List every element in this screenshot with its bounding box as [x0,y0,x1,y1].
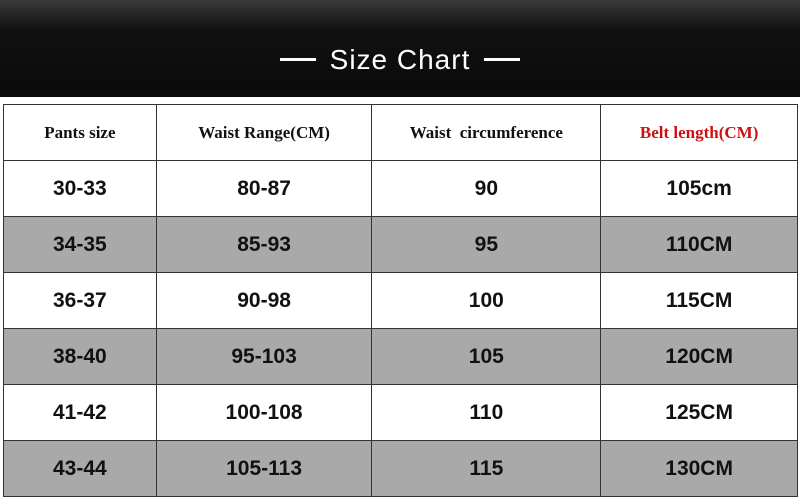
table-row: 30-33 80-87 90 105cm [3,160,798,217]
title-dash-right [484,58,521,61]
table-cell: 125CM [600,384,798,441]
table-cell: 110CM [600,216,798,273]
table-cell: 115 [371,440,602,497]
table-cell: 90 [371,160,602,217]
table-header-row: Pants size Waist Range(CM) Waist circumf… [3,104,798,161]
column-header: Belt length(CM) [600,104,798,161]
table-cell: 34-35 [3,216,157,273]
table-cell: 41-42 [3,384,157,441]
table-cell: 38-40 [3,328,157,385]
column-header: Waist Range(CM) [155,104,373,161]
size-chart-table: Pants size Waist Range(CM) Waist circumf… [3,104,798,497]
table-cell: 95 [371,216,602,273]
table-cell: 120CM [600,328,798,385]
table-cell: 130CM [600,440,798,497]
table-cell: 43-44 [3,440,157,497]
table-row: 43-44 105-113 115 130CM [3,440,798,497]
column-header: Pants size [3,104,157,161]
table-row: 38-40 95-103 105 120CM [3,328,798,385]
header-banner: Size Chart [0,0,800,97]
table-cell: 95-103 [155,328,373,385]
table-cell: 100-108 [155,384,373,441]
table-cell: 105cm [600,160,798,217]
column-header: Waist circumference [371,104,602,161]
table-cell: 105-113 [155,440,373,497]
page-title: Size Chart [329,43,471,75]
table-cell: 105 [371,328,602,385]
table-row: 34-35 85-93 95 110CM [3,216,798,273]
table-cell: 100 [371,272,602,329]
table-cell: 85-93 [155,216,373,273]
table-cell: 80-87 [155,160,373,217]
table-cell: 115CM [600,272,798,329]
table-row: 36-37 90-98 100 115CM [3,272,798,329]
table-cell: 90-98 [155,272,373,329]
title-dash-left [279,58,316,61]
table-row: 41-42 100-108 110 125CM [3,384,798,441]
table-cell: 36-37 [3,272,157,329]
table-cell: 110 [371,384,602,441]
table-cell: 30-33 [3,160,157,217]
